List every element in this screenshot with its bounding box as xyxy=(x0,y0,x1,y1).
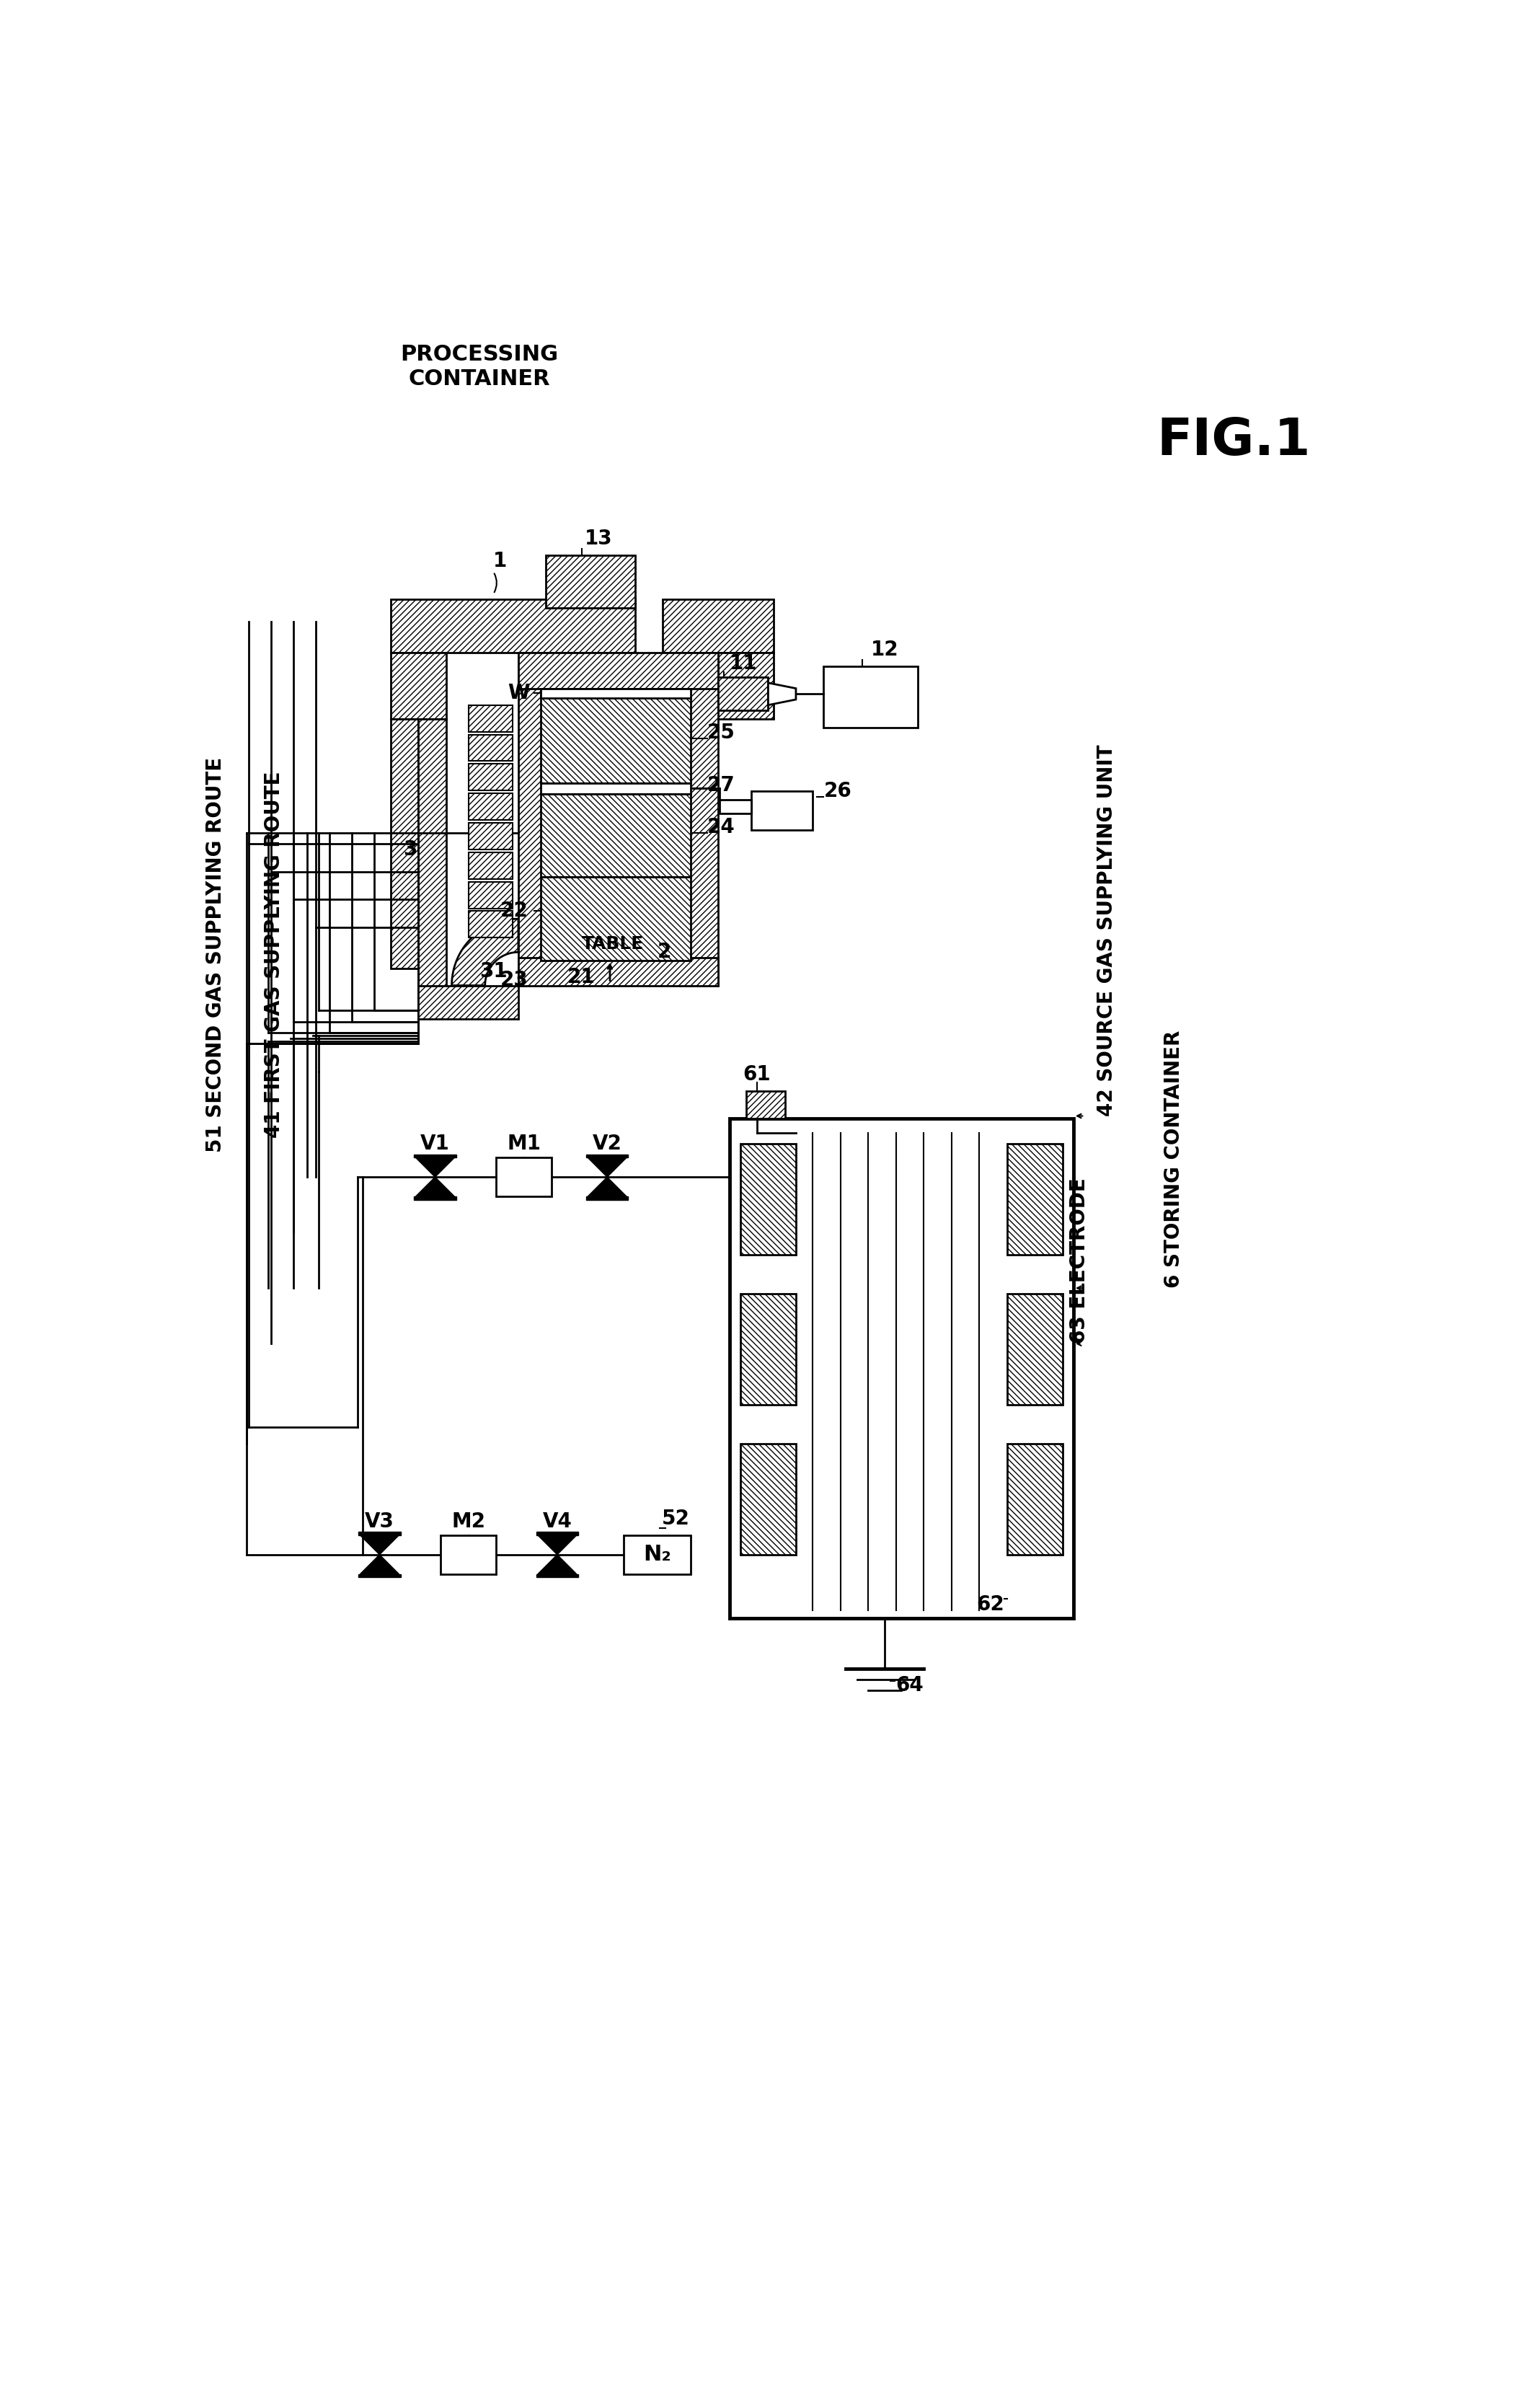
Bar xyxy=(519,957,718,986)
Text: V2: V2 xyxy=(593,1133,622,1154)
Bar xyxy=(1007,1294,1063,1405)
Text: 23: 23 xyxy=(500,969,528,991)
Bar xyxy=(391,599,634,652)
Bar xyxy=(624,1534,690,1573)
Text: N₂: N₂ xyxy=(644,1544,671,1566)
Text: 61: 61 xyxy=(744,1065,772,1085)
Text: M1: M1 xyxy=(507,1133,541,1154)
Text: 26: 26 xyxy=(824,782,852,801)
Polygon shape xyxy=(416,1157,454,1176)
Bar xyxy=(719,798,752,813)
Polygon shape xyxy=(537,1554,576,1573)
Bar xyxy=(468,794,513,820)
Bar xyxy=(718,678,768,709)
Text: 22: 22 xyxy=(500,899,528,921)
Bar xyxy=(662,599,773,652)
Text: 12: 12 xyxy=(870,640,899,659)
Bar xyxy=(541,688,690,697)
Text: TABLE: TABLE xyxy=(582,936,644,952)
Bar xyxy=(440,1534,496,1573)
Text: 62: 62 xyxy=(976,1595,1004,1614)
Bar xyxy=(547,556,634,608)
Bar xyxy=(414,1195,456,1200)
Bar xyxy=(741,1294,796,1405)
Bar xyxy=(745,1092,785,1118)
Bar xyxy=(391,652,447,719)
Bar xyxy=(496,1157,551,1195)
Text: 63 ELECTRODE: 63 ELECTRODE xyxy=(1069,1178,1089,1344)
Bar xyxy=(519,652,718,688)
Text: 1: 1 xyxy=(493,551,507,570)
Bar xyxy=(587,1154,628,1157)
Bar xyxy=(468,911,513,938)
Bar xyxy=(414,1154,456,1157)
Text: V4: V4 xyxy=(542,1510,571,1532)
Bar xyxy=(468,851,513,878)
Bar xyxy=(468,883,513,909)
Text: V1: V1 xyxy=(420,1133,450,1154)
Text: 13: 13 xyxy=(585,529,613,548)
Bar xyxy=(741,1145,796,1255)
Bar xyxy=(587,1195,628,1200)
Bar xyxy=(1007,1443,1063,1554)
Text: 27: 27 xyxy=(707,774,735,796)
Bar xyxy=(519,652,557,986)
Bar xyxy=(752,791,813,830)
Text: 11: 11 xyxy=(730,654,758,673)
Text: V3: V3 xyxy=(365,1510,394,1532)
Polygon shape xyxy=(451,919,519,986)
Text: W: W xyxy=(507,683,530,702)
Polygon shape xyxy=(588,1157,627,1176)
Bar xyxy=(541,688,690,782)
Bar xyxy=(419,986,519,1020)
Bar xyxy=(468,765,513,791)
Bar xyxy=(359,1532,400,1534)
Text: 24: 24 xyxy=(707,818,735,837)
Bar xyxy=(541,782,690,794)
Polygon shape xyxy=(360,1534,399,1554)
Text: 42 SOURCE GAS SUPPLYING UNIT: 42 SOURCE GAS SUPPLYING UNIT xyxy=(1096,743,1116,1116)
Bar xyxy=(536,1532,579,1534)
Text: 21: 21 xyxy=(567,967,594,986)
Bar xyxy=(419,719,447,996)
Bar xyxy=(391,719,419,969)
Text: FIG.1: FIG.1 xyxy=(1157,416,1311,467)
Bar xyxy=(718,652,773,719)
Text: 31: 31 xyxy=(479,962,507,981)
Bar xyxy=(730,1118,1073,1619)
Text: 51 SECOND GAS SUPPLYING ROUTE: 51 SECOND GAS SUPPLYING ROUTE xyxy=(206,758,226,1152)
Polygon shape xyxy=(588,1176,627,1195)
Bar xyxy=(359,1573,400,1578)
Text: 6 STORING CONTAINER: 6 STORING CONTAINER xyxy=(1163,1029,1184,1289)
Bar xyxy=(468,734,513,760)
Polygon shape xyxy=(537,1534,576,1554)
Bar xyxy=(541,794,690,878)
Bar xyxy=(541,878,690,960)
Text: PROCESSING
CONTAINER: PROCESSING CONTAINER xyxy=(400,344,559,390)
Text: 2: 2 xyxy=(658,943,671,962)
Bar xyxy=(824,666,918,726)
Bar xyxy=(468,705,513,731)
Polygon shape xyxy=(768,683,796,705)
Bar xyxy=(468,823,513,849)
Polygon shape xyxy=(360,1554,399,1573)
Polygon shape xyxy=(416,1176,454,1195)
Bar xyxy=(1007,1145,1063,1255)
Text: 52: 52 xyxy=(662,1508,690,1530)
Text: 41 FIRST GAS SUPPLYING ROUTE: 41 FIRST GAS SUPPLYING ROUTE xyxy=(263,772,285,1138)
Text: M2: M2 xyxy=(451,1510,485,1532)
Text: 64: 64 xyxy=(896,1674,924,1696)
Bar xyxy=(679,652,718,986)
Bar xyxy=(741,1443,796,1554)
Bar xyxy=(536,1573,579,1578)
Text: 3: 3 xyxy=(403,839,417,859)
Text: 25: 25 xyxy=(707,724,735,743)
